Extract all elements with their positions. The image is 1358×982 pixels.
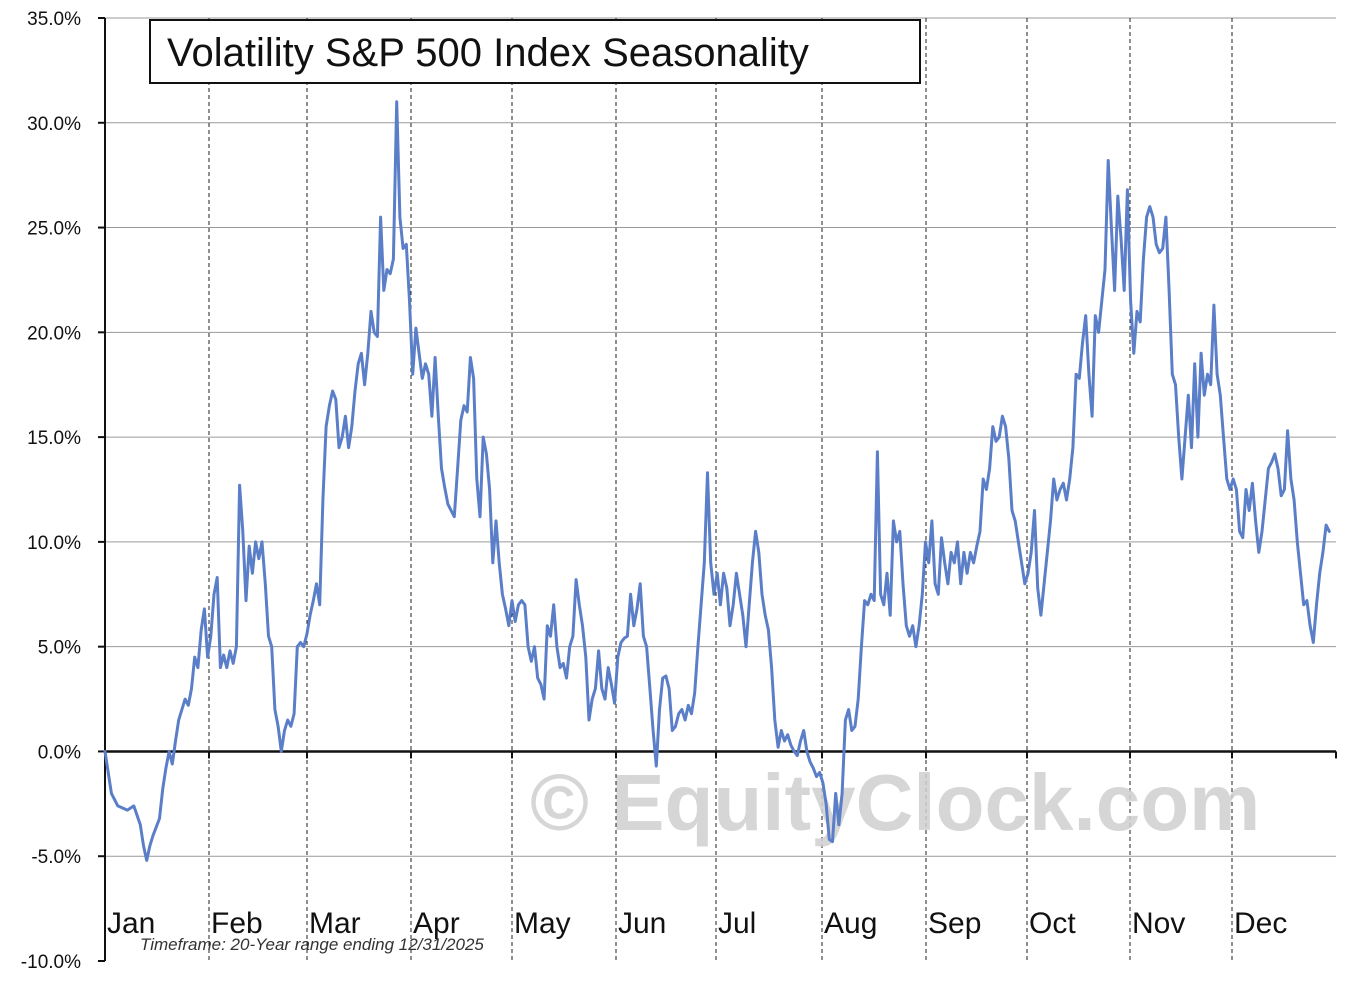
grid-layer [105,17,1336,857]
y-tick-label: 5.0% [38,638,81,659]
title-box: Volatility S&P 500 Index Seasonality [149,19,921,84]
y-tick-label: 0.0% [38,742,81,763]
x-tick-label: Apr [413,907,460,940]
y-tick-label: -10.0% [21,952,81,973]
x-tick-label: Feb [211,907,263,940]
watermark-text: © EquityClock.com [530,758,1260,847]
y-tick-label: 35.0% [27,9,81,30]
title-frame [149,19,921,84]
y-tick-label: 15.0% [27,428,81,449]
x-tick-label: Jan [107,907,155,940]
chart-title: Volatility S&P 500 Index Seasonality [167,31,809,75]
x-tick-label: Mar [309,907,361,940]
month-divider-layer [208,18,1233,961]
x-tick-label: Nov [1132,907,1185,940]
x-tick-label: Jul [718,907,756,940]
series-layer [103,100,1331,862]
x-tick-labels: Jan Feb Mar Apr May Jun Jul Aug Sep Oct Nov Dec [107,907,1287,940]
series-line [103,100,1331,862]
axis-layer [98,17,1337,962]
y-tick-labels: -10.0% -5.0% 0.0% 5.0% 10.0% 15.0% 20.0% 25.0% 3… [21,9,81,973]
chart-subtitle: Timeframe: 20-Year range ending 12/31/20… [140,935,484,954]
x-tick-label: May [514,907,571,940]
x-tick-label: Oct [1029,907,1076,940]
y-tick-label: 25.0% [27,219,81,240]
y-tick-label: 30.0% [27,114,81,135]
y-tick-label: 10.0% [27,533,81,554]
x-tick-label: Jun [618,907,666,940]
y-tick-label: 20.0% [27,323,81,344]
y-tick-label: -5.0% [31,847,81,868]
x-tick-label: Sep [928,907,981,940]
x-tick-label: Aug [824,907,877,940]
x-tick-label: Dec [1234,907,1287,940]
